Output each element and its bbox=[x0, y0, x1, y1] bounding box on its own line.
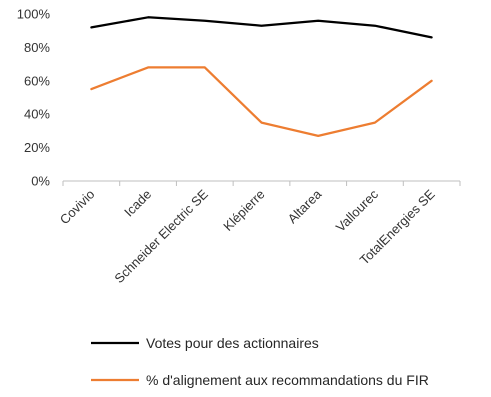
x-tick-label: Klépierre bbox=[220, 187, 267, 234]
series-line-1 bbox=[90, 16, 433, 39]
y-tick-label: 0% bbox=[31, 174, 50, 189]
y-tick-label: 100% bbox=[17, 7, 51, 22]
y-tick-label: 20% bbox=[24, 140, 50, 155]
x-tick-label: Vallourec bbox=[333, 186, 382, 235]
y-tick-label: 40% bbox=[24, 107, 50, 122]
legend: Votes pour des actionnaires % d'alignemen… bbox=[91, 335, 429, 388]
y-tick-label: 80% bbox=[24, 40, 50, 55]
y-tick-label: 60% bbox=[24, 73, 50, 88]
x-tick-label: Altarea bbox=[285, 186, 325, 226]
legend-label-1: Votes pour des actionnaires bbox=[146, 335, 319, 351]
x-tick-label: Schneider Electric SE bbox=[111, 186, 211, 286]
x-tick-label: Covivio bbox=[57, 187, 98, 228]
x-tick-label: Icade bbox=[121, 187, 154, 220]
series-lines bbox=[90, 16, 433, 138]
y-axis: 0% 20% 40% 60% 80% 100% bbox=[17, 7, 51, 189]
legend-label-2: % d'alignement aux recommandations du FI… bbox=[146, 372, 429, 388]
series-line-2 bbox=[90, 66, 433, 138]
